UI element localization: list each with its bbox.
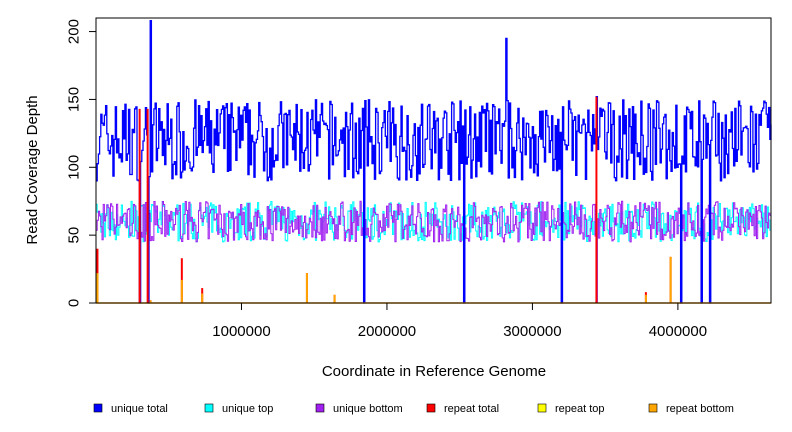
plot-frame: [95, 17, 772, 304]
plot-area: [96, 20, 772, 304]
x-tick-label: 4000000: [649, 323, 707, 340]
axes: 0 50 100 150 200 1000000 2000000 3000000 4000000: [65, 17, 772, 340]
y-tick-label: 0: [65, 299, 82, 307]
x-tick-label: 2000000: [358, 323, 416, 340]
y-tick-label: 50: [65, 227, 82, 244]
legend-swatch: [315, 403, 325, 413]
legend-label: unique top: [222, 403, 273, 415]
legend-label: unique total: [111, 403, 168, 415]
legend-swatch: [93, 403, 103, 413]
legend: unique total unique top unique bottom repea…: [93, 403, 734, 415]
y-axis-title: Read Coverage Depth: [24, 95, 41, 244]
series-unique-bottom: [96, 200, 772, 304]
legend-label: repeat bottom: [666, 403, 734, 415]
legend-label: unique bottom: [333, 403, 403, 415]
legend-swatch: [537, 403, 547, 413]
legend-swatch: [204, 403, 214, 413]
legend-label: repeat top: [555, 403, 605, 415]
y-tick-label: 150: [65, 87, 82, 112]
legend-swatch: [648, 403, 658, 413]
legend-label: repeat total: [444, 403, 499, 415]
legend-swatch: [426, 403, 436, 413]
y-tick-label: 200: [65, 19, 82, 44]
series-unique-total: [96, 20, 772, 304]
x-tick-label: 3000000: [503, 323, 561, 340]
x-axis-title: Coordinate in Reference Genome: [322, 363, 546, 380]
y-tick-label: 100: [65, 155, 82, 180]
x-tick-label: 1000000: [212, 323, 270, 340]
